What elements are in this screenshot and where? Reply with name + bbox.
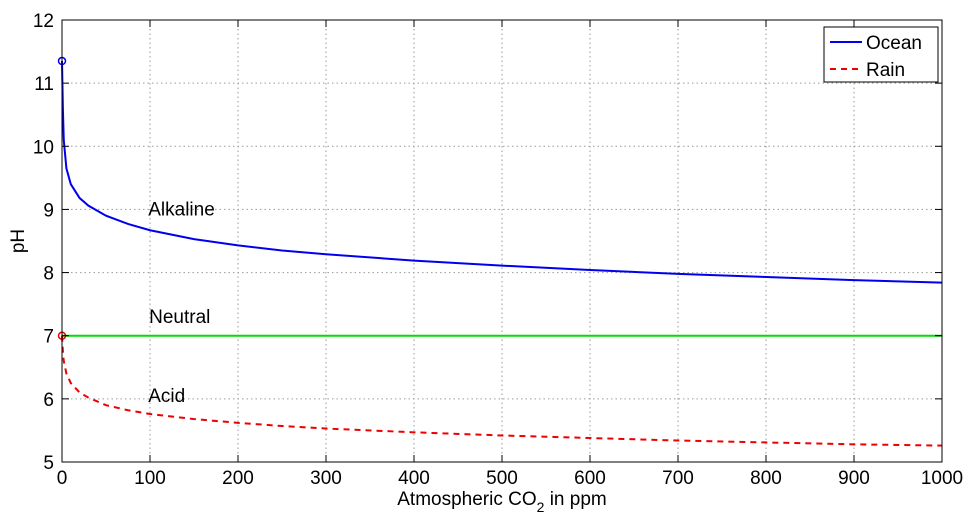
legend-ocean-label: Ocean bbox=[866, 33, 922, 54]
series-line-rain bbox=[61, 335, 943, 447]
y-axis-title: pH bbox=[8, 229, 29, 253]
y-tick-label: 7 bbox=[43, 327, 54, 348]
legend-box bbox=[823, 26, 939, 83]
legend: Ocean Rain bbox=[823, 26, 939, 83]
legend-rain-label: Rain bbox=[866, 60, 905, 81]
annotation-acid: Acid bbox=[148, 386, 185, 407]
x-axis-title-suffix: in ppm bbox=[544, 489, 606, 510]
grid-lines bbox=[62, 20, 942, 462]
y-tick-label: 10 bbox=[33, 137, 54, 158]
y-tick-label: 9 bbox=[43, 200, 54, 221]
annotations: Alkaline Neutral Acid bbox=[148, 200, 215, 407]
x-tick-label: 0 bbox=[57, 468, 68, 489]
y-tick-label: 8 bbox=[43, 264, 54, 285]
x-tick-label: 1000 bbox=[921, 468, 963, 489]
x-tick-label: 900 bbox=[838, 468, 870, 489]
y-tick-label: 5 bbox=[43, 453, 54, 474]
x-axis-title-subscript: 2 bbox=[537, 499, 545, 515]
x-tick-label: 400 bbox=[398, 468, 430, 489]
x-tick-label: 700 bbox=[662, 468, 694, 489]
x-tick-label: 600 bbox=[574, 468, 606, 489]
x-tick-label: 500 bbox=[486, 468, 518, 489]
series-line-ocean bbox=[61, 61, 943, 284]
axis-ticks: 0 100 200 300 400 500 600 700 800 900 1000 5 6 7 8 9 10 1… bbox=[33, 11, 963, 489]
x-tick-label: 800 bbox=[750, 468, 782, 489]
x-tick-label: 200 bbox=[222, 468, 254, 489]
x-axis-title: Atmospheric CO2 in ppm bbox=[397, 489, 606, 515]
y-tick-label: 12 bbox=[33, 11, 54, 32]
x-tick-label: 100 bbox=[134, 468, 166, 489]
y-tick-label: 6 bbox=[43, 390, 54, 411]
y-tick-label: 11 bbox=[34, 74, 54, 95]
annotation-neutral: Neutral bbox=[149, 307, 210, 328]
x-tick-label: 300 bbox=[310, 468, 342, 489]
annotation-alkaline: Alkaline bbox=[148, 200, 215, 221]
